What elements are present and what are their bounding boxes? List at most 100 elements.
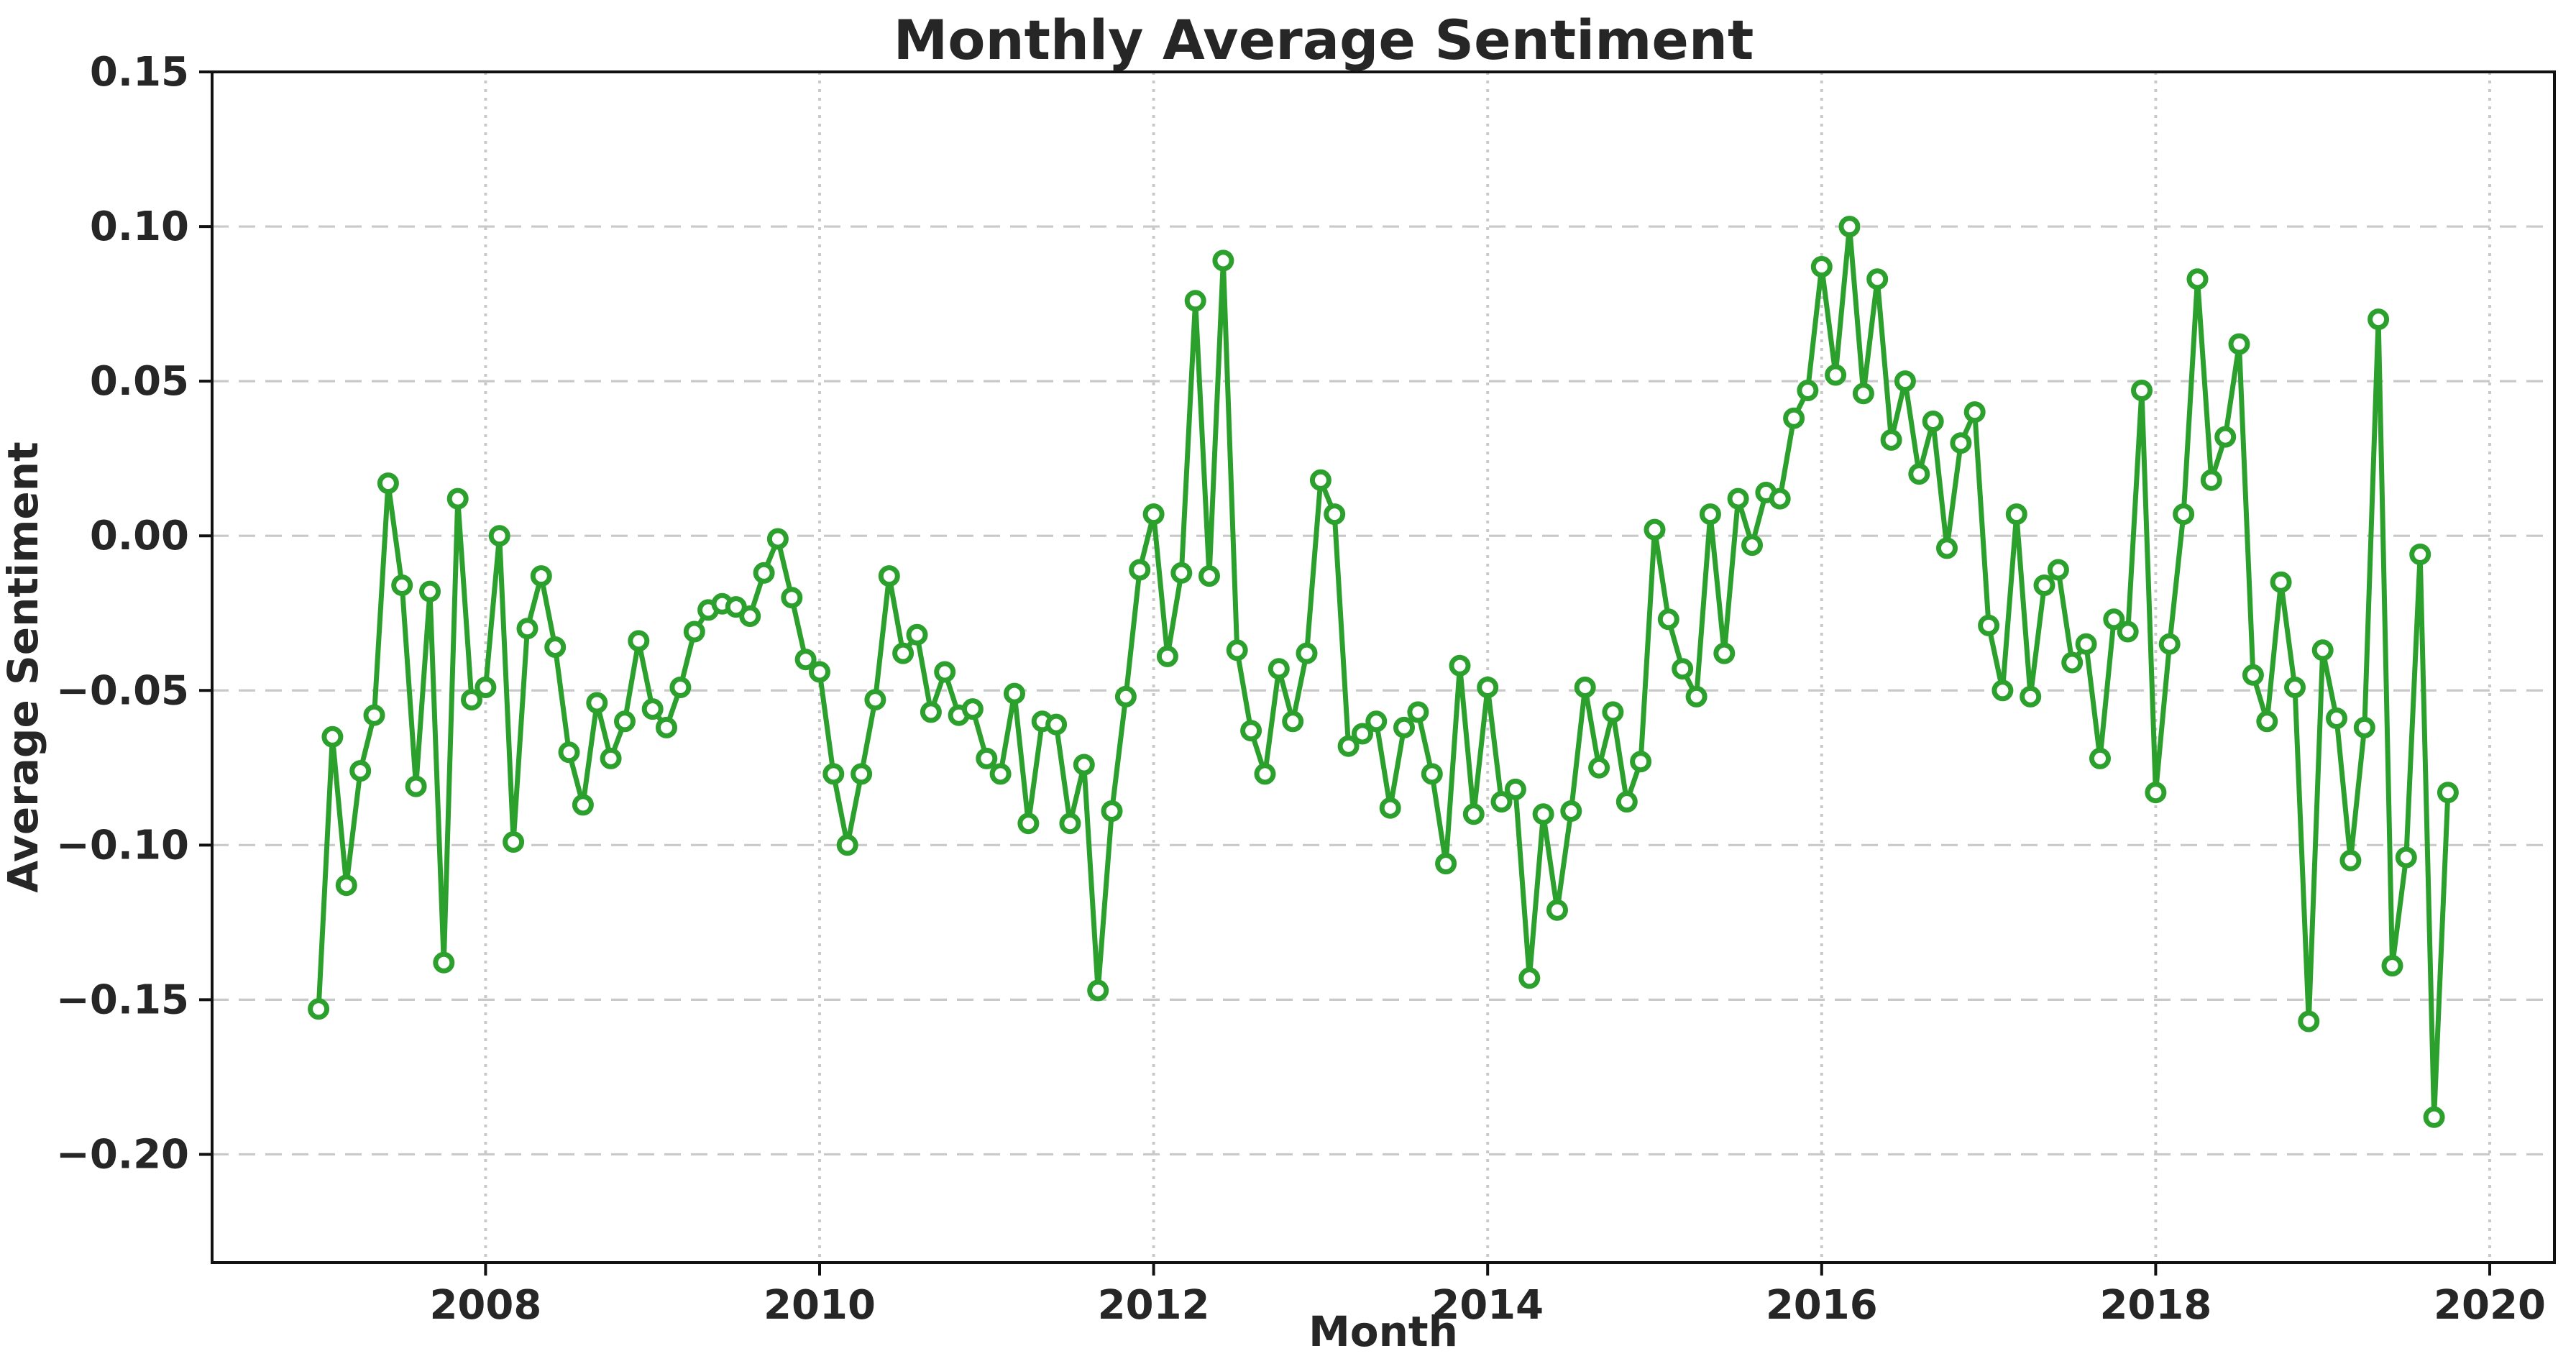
data-point-marker xyxy=(753,562,775,584)
data-point-marker xyxy=(976,747,998,769)
data-point-marker xyxy=(377,472,399,495)
data-point-marker xyxy=(2047,559,2069,581)
data-point-marker xyxy=(1769,487,1791,510)
data-point-marker xyxy=(1268,658,1290,680)
data-point-marker xyxy=(2242,664,2264,686)
data-point-marker xyxy=(1560,800,1582,822)
data-point-marker xyxy=(906,623,928,646)
data-point-marker xyxy=(1615,791,1638,813)
data-point-marker xyxy=(1087,979,1109,1002)
data-point-marker xyxy=(1504,778,1526,800)
data-point-marker xyxy=(461,689,482,711)
data-point-marker xyxy=(530,565,552,587)
data-point-marker xyxy=(1838,216,1861,238)
data-point-marker xyxy=(641,698,664,720)
data-point-marker xyxy=(1894,370,1916,393)
data-point-marker xyxy=(1045,713,1068,736)
data-point-marker xyxy=(1797,380,1819,401)
data-point-marker xyxy=(1421,763,1443,785)
data-point-marker xyxy=(1365,710,1388,733)
y-tick-label: 0.15 xyxy=(90,49,189,96)
data-point-marker xyxy=(405,775,427,797)
data-point-marker xyxy=(1685,685,1708,708)
data-point-marker xyxy=(446,487,469,510)
data-point-marker xyxy=(836,834,858,856)
data-point-marker xyxy=(1518,967,1541,989)
data-point-marker xyxy=(809,661,830,683)
data-point-marker xyxy=(2339,849,2362,871)
tick-labels: 0.15 0.10 0.05 0.00 −0.05 −0.10 −0.15 −0.20 2008… xyxy=(56,49,2546,1329)
data-point-marker xyxy=(2284,677,2306,698)
y-tick-label: −0.20 xyxy=(56,1131,189,1178)
data-point-marker xyxy=(781,587,803,609)
data-point-marker xyxy=(2326,708,2347,729)
y-tick-label: 0.05 xyxy=(90,358,189,405)
data-point-marker xyxy=(1880,429,1902,451)
data-point-marker xyxy=(1282,710,1304,733)
data-point-marker xyxy=(419,580,441,603)
y-tick-label: −0.15 xyxy=(56,976,189,1023)
data-point-marker xyxy=(572,794,594,816)
data-point-marker xyxy=(1101,800,1123,822)
data-point-marker xyxy=(475,677,497,698)
data-point-marker xyxy=(1783,407,1805,429)
data-point-marker xyxy=(335,874,357,897)
data-point-marker xyxy=(669,677,692,698)
data-point-marker xyxy=(1602,701,1624,723)
data-point-marker xyxy=(1254,763,1276,785)
x-tick-label: 2012 xyxy=(1098,1282,1210,1329)
sentiment-line xyxy=(316,224,2451,1120)
data-point-marker xyxy=(1449,654,1471,677)
data-point-marker xyxy=(308,998,330,1020)
y-tick-label: −0.05 xyxy=(56,667,189,714)
data-point-marker xyxy=(1713,642,1736,664)
data-point-marker xyxy=(2089,747,2111,769)
data-point-marker xyxy=(2200,469,2222,491)
data-point-marker xyxy=(1296,642,1318,664)
data-point-marker xyxy=(725,596,747,618)
data-point-marker xyxy=(1198,565,1220,587)
data-point-marker xyxy=(1588,756,1610,779)
chart-title: Monthly Average Sentiment xyxy=(894,8,1754,72)
data-point-marker xyxy=(628,630,650,652)
data-point-marker xyxy=(2117,621,2139,643)
data-point-marker xyxy=(321,725,344,748)
data-point-marker xyxy=(2368,308,2390,331)
plot-border xyxy=(211,70,2556,1264)
data-point-marker xyxy=(488,525,510,547)
data-point-marker xyxy=(614,710,636,733)
data-point-marker xyxy=(2145,782,2167,804)
data-point-marker xyxy=(822,763,845,785)
data-point-marker xyxy=(2103,608,2125,631)
data-point-marker xyxy=(2075,633,2097,655)
data-point-marker xyxy=(2437,782,2459,804)
data-point-marker xyxy=(2020,685,2042,708)
data-point-marker xyxy=(961,698,984,720)
data-point-marker xyxy=(1017,812,1040,835)
data-point-marker xyxy=(683,621,705,643)
data-point-marker xyxy=(1324,503,1346,526)
data-point-marker xyxy=(1477,677,1499,698)
axes xyxy=(199,70,2556,1276)
data-point-marker xyxy=(516,618,538,640)
data-point-marker xyxy=(2214,426,2237,448)
data-point-marker xyxy=(2270,571,2292,593)
data-point-marker xyxy=(1226,639,1248,661)
data-point-marker xyxy=(1922,411,1944,432)
data-point-marker xyxy=(1393,716,1415,738)
data-point-marker xyxy=(1114,685,1137,708)
data-point-marker xyxy=(391,574,413,596)
data-point-marker xyxy=(1978,614,2000,636)
data-point-marker xyxy=(920,701,942,723)
data-point-marker xyxy=(1156,645,1178,667)
data-point-marker xyxy=(1462,803,1485,825)
data-point-marker xyxy=(2353,716,2375,738)
data-point-marker xyxy=(1435,853,1457,875)
data-point-marker xyxy=(1630,751,1652,773)
data-point-marker xyxy=(1337,735,1360,757)
data-point-marker xyxy=(1657,608,1679,631)
data-point-marker xyxy=(2298,1010,2320,1033)
data-point-marker xyxy=(1699,503,1721,526)
y-tick-label: −0.10 xyxy=(56,822,189,869)
